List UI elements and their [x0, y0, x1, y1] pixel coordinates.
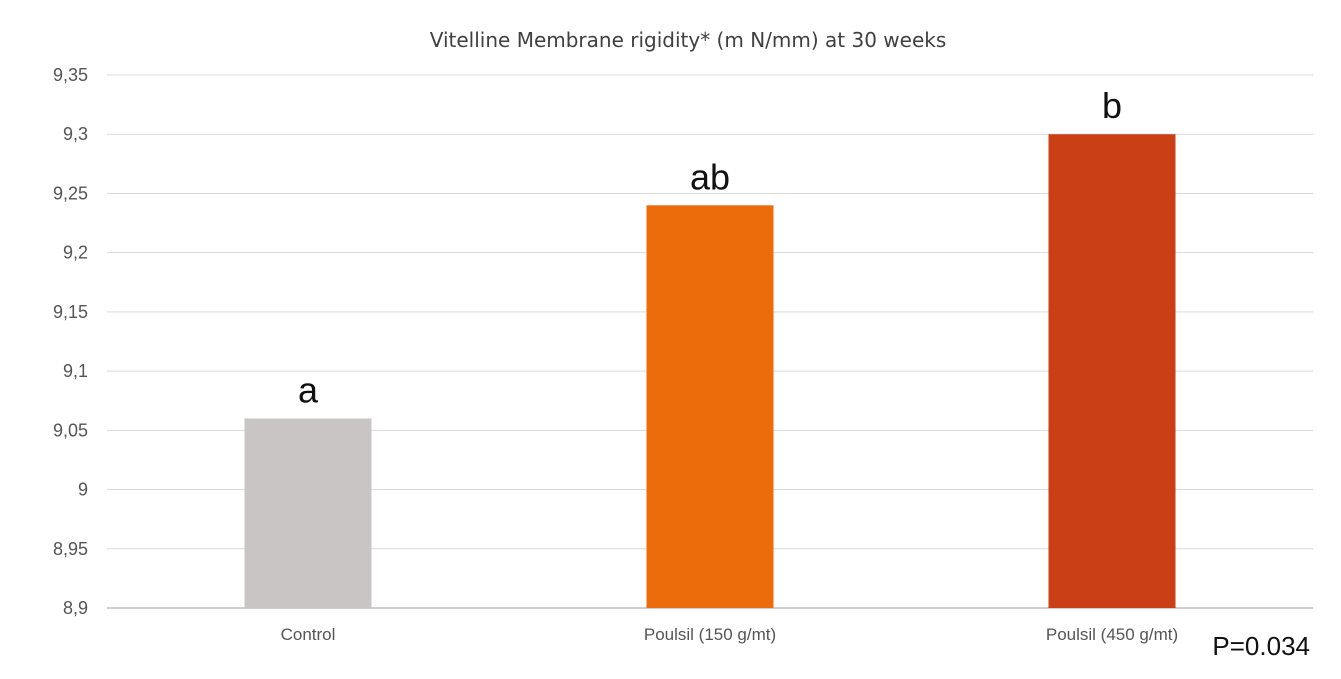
y-tick-label: 9,3: [63, 124, 88, 144]
x-axis-categories: Control Poulsil (150 g/mt) Poulsil (450 g/…: [281, 625, 1179, 644]
y-tick-label: 9,35: [53, 65, 88, 85]
category-label: Poulsil (450 g/mt): [1046, 625, 1178, 644]
p-value-annotation: P=0.034: [1212, 631, 1310, 661]
bars: [244, 134, 1176, 609]
bar-2: [646, 205, 774, 609]
y-tick-label: 9,25: [53, 183, 88, 203]
y-tick-label: 9,2: [63, 243, 88, 263]
significance-label: ab: [690, 156, 730, 197]
significance-label: a: [298, 369, 319, 410]
y-tick-label: 9,1: [63, 361, 88, 381]
y-axis-ticks: 8,9 8,95 9 9,05 9,1 9,15 9,2 9,25 9,3 9,35: [53, 65, 88, 618]
y-tick-label: 9: [78, 480, 88, 500]
significance-labels: a ab b: [298, 85, 1122, 410]
category-label: Poulsil (150 g/mt): [644, 625, 776, 644]
bar-3: [1048, 134, 1176, 608]
significance-label: b: [1102, 85, 1122, 126]
y-tick-label: 8,9: [63, 598, 88, 618]
category-label: Control: [281, 625, 336, 644]
chart-title: Vitelline Membrane rigidity* (m N/mm) at…: [430, 28, 947, 52]
y-tick-label: 9,05: [53, 420, 88, 440]
bar-1: [244, 418, 372, 608]
y-tick-label: 9,15: [53, 302, 88, 322]
y-tick-label: 8,95: [53, 539, 88, 559]
